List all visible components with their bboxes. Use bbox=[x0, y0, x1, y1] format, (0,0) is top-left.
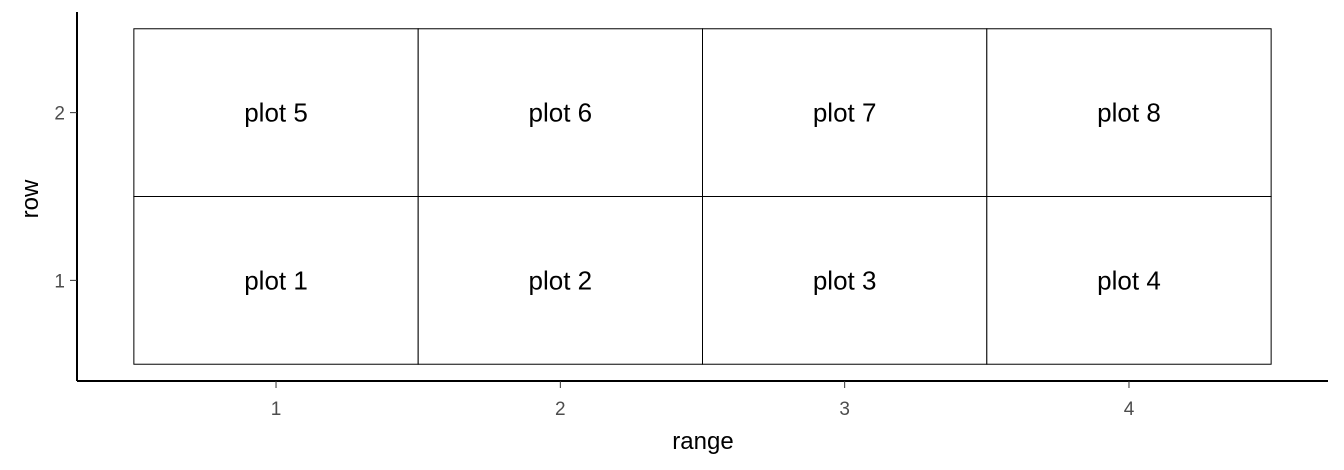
tile-cell: plot 3 bbox=[702, 196, 988, 365]
y-tick-label: 1 bbox=[54, 271, 65, 292]
tile-cell: plot 6 bbox=[417, 28, 703, 198]
tile-cell: plot 4 bbox=[986, 196, 1272, 365]
tile-cell: plot 1 bbox=[133, 196, 419, 365]
tile-label: plot 8 bbox=[1097, 98, 1161, 128]
tile-label: plot 7 bbox=[813, 98, 877, 128]
tile-label: plot 5 bbox=[244, 98, 308, 128]
tile-label: plot 2 bbox=[529, 265, 593, 295]
tile-label: plot 6 bbox=[529, 98, 593, 128]
y-tick-label: 2 bbox=[54, 104, 65, 125]
tile-rect bbox=[417, 196, 703, 365]
x-tick-label: 2 bbox=[555, 399, 566, 420]
tile-rect bbox=[133, 28, 419, 198]
tile-rect bbox=[986, 28, 1272, 198]
x-axis-title: range bbox=[672, 428, 733, 455]
tile-label: plot 3 bbox=[813, 265, 877, 295]
tile-cell: plot 5 bbox=[133, 28, 419, 198]
x-tick-label: 3 bbox=[839, 399, 850, 420]
axes-layer: 1 2 3 4 1 2 bbox=[54, 12, 1328, 420]
tile-label: plot 4 bbox=[1097, 265, 1161, 295]
tile-rect bbox=[986, 196, 1272, 365]
tile-cell: plot 7 bbox=[702, 28, 988, 198]
tile-rect bbox=[133, 196, 419, 365]
x-tick-label: 4 bbox=[1124, 399, 1135, 420]
tile-rect bbox=[702, 28, 988, 198]
tile-rect bbox=[417, 28, 703, 198]
tile-cell: plot 2 bbox=[417, 196, 703, 365]
tile-label: plot 1 bbox=[244, 265, 308, 295]
y-axis-title: row bbox=[17, 179, 44, 218]
cells-layer: plot 1 plot 2 plot 3 plot 4 plot 5 plot 6 plot… bbox=[133, 28, 1272, 365]
x-tick-label: 1 bbox=[271, 399, 282, 420]
tile-cell: plot 8 bbox=[986, 28, 1272, 198]
